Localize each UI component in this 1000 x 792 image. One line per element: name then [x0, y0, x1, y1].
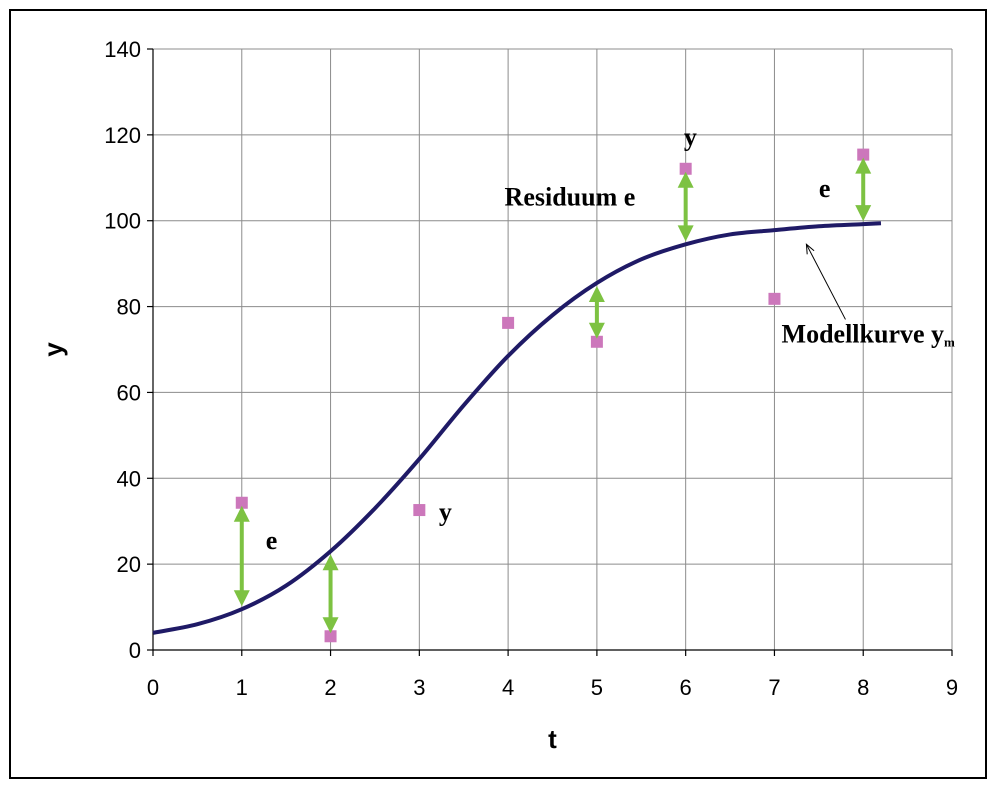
axes [147, 48, 953, 656]
annotation-label: e [819, 174, 831, 203]
residual-arrows [233, 157, 872, 634]
y-tick-label: 0 [129, 638, 141, 663]
annotation-label: y [684, 123, 697, 152]
data-point [324, 630, 337, 643]
data-points [235, 148, 870, 643]
annotation-label: y [439, 497, 452, 526]
y-tick-label: 80 [117, 295, 141, 320]
annotation-subscript: m [944, 335, 955, 350]
residual-head-top [677, 171, 694, 188]
residual-arrow [677, 171, 694, 242]
x-tick-label: 2 [324, 675, 336, 700]
residual-arrow [233, 505, 250, 607]
chart-frame [9, 9, 987, 779]
residual-arrow [322, 554, 339, 634]
residual-head-top [322, 554, 339, 571]
annotation-label: Modellkurve ym [782, 320, 956, 350]
pointer-arrow [805, 243, 846, 320]
annotations: e y Residuum e y e Modellkurve ym [266, 123, 955, 556]
pointer-head [805, 243, 815, 255]
y-tick-label: 40 [117, 466, 141, 491]
gridlines [153, 48, 953, 650]
x-tick-label: 7 [768, 675, 780, 700]
data-point [679, 162, 692, 175]
x-axis-title: t [548, 724, 557, 754]
residual-head-bottom [322, 617, 339, 634]
residual-arrow [588, 285, 605, 339]
annotation-label: e [266, 526, 278, 555]
residual-arrow [855, 157, 872, 222]
y-tick-label: 20 [117, 552, 141, 577]
x-tick-label: 8 [857, 675, 869, 700]
y-tick-label: 100 [104, 209, 141, 234]
annotation-label: Residuum e [505, 183, 636, 212]
y-tick-label: 120 [104, 123, 141, 148]
y-tick-label: 140 [104, 37, 141, 62]
residual-head-top [233, 505, 250, 522]
model-curve [152, 221, 882, 635]
x-tick-label: 9 [946, 675, 958, 700]
residual-head-bottom [233, 590, 250, 607]
residual-head-bottom [677, 225, 694, 242]
pointer-line [805, 244, 846, 320]
y-tick-label: 60 [117, 380, 141, 405]
residual-head-bottom [855, 205, 872, 222]
residual-head-bottom [588, 322, 605, 339]
x-tick-label: 5 [591, 675, 603, 700]
y-axis-title: y [38, 342, 68, 357]
x-tick-label: 6 [680, 675, 692, 700]
x-tick-label: 4 [502, 675, 514, 700]
x-tick-label: 0 [147, 675, 159, 700]
x-tick-labels: 0 1 2 3 4 5 6 7 8 9 [147, 675, 958, 700]
residual-head-top [855, 157, 872, 174]
data-point [768, 292, 781, 305]
residual-head-top [588, 285, 605, 302]
data-point [235, 496, 248, 509]
x-tick-label: 1 [236, 675, 248, 700]
data-point [413, 504, 426, 517]
x-tick-label: 3 [413, 675, 425, 700]
data-point [502, 316, 515, 329]
data-point [590, 335, 603, 348]
y-tick-labels: 0 20 40 60 80 100 120 140 [104, 37, 141, 663]
data-point [857, 148, 870, 161]
